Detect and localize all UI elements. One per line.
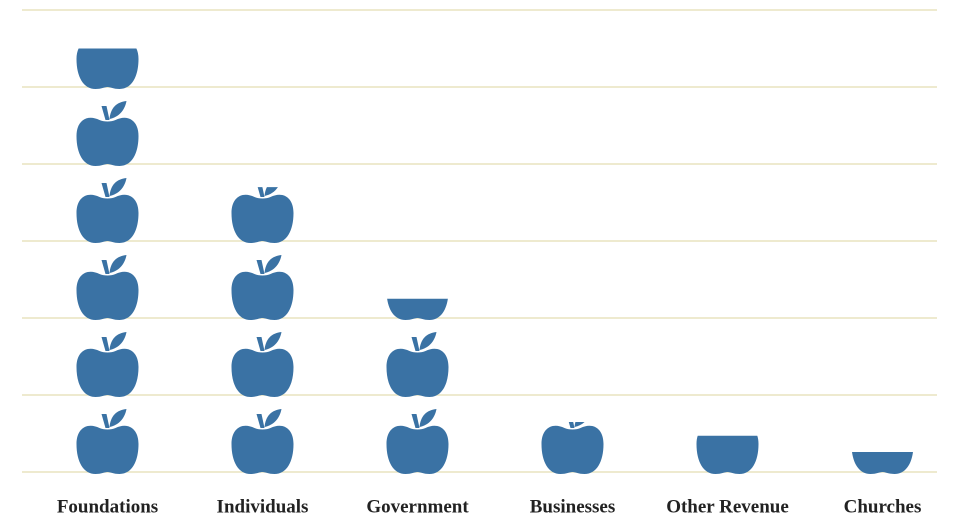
apple-icon — [231, 255, 294, 320]
apple-icon — [386, 409, 449, 474]
icon-stack — [541, 421, 604, 474]
apple-icon — [231, 187, 294, 243]
apple-icon — [231, 409, 294, 474]
x-tick-label: Individuals — [217, 496, 309, 517]
apple-icon — [851, 451, 914, 474]
x-tick-label: Foundations — [57, 496, 158, 517]
icon-stack — [231, 187, 294, 474]
apple-icon — [76, 332, 139, 397]
apple-icon — [76, 48, 139, 89]
icon-stack — [696, 435, 759, 474]
x-tick-label: Churches — [844, 496, 922, 517]
x-tick-label: Other Revenue — [666, 496, 789, 517]
apple-icon — [76, 178, 139, 243]
apple-icon — [696, 435, 759, 474]
apple-icon — [386, 332, 449, 397]
apple-icon — [231, 332, 294, 397]
icon-stack — [76, 48, 139, 474]
icon-stack — [386, 298, 449, 474]
x-tick-label: Businesses — [530, 496, 616, 517]
apple-icon — [541, 421, 604, 474]
icon-stack — [851, 451, 914, 474]
x-tick-label: Government — [366, 496, 469, 517]
apple-icon — [76, 409, 139, 474]
apple-icon — [76, 101, 139, 166]
apple-icon — [386, 298, 449, 320]
apple-icon — [76, 255, 139, 320]
